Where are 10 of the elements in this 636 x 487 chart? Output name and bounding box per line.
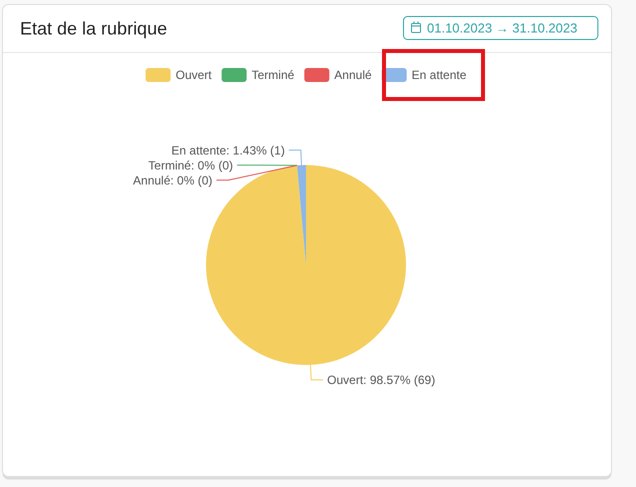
legend-label: En attente — [412, 68, 467, 82]
text: Terminé: 0% (0) — [148, 158, 234, 172]
data-label: En attente: 1.43% (1) — [171, 143, 285, 158]
legend-label: Annulé — [334, 68, 372, 82]
legend-label: Ouvert — [176, 68, 212, 82]
chart-title: Etat de la rubrique — [20, 18, 168, 38]
text: 01.10.2023 → 31.10.2023 — [427, 20, 578, 36]
legend-label: Terminé — [252, 68, 295, 82]
text: Annulé: 0% (0) — [133, 173, 212, 188]
data-label: Ouvert: 98.57% (69) — [327, 373, 436, 388]
